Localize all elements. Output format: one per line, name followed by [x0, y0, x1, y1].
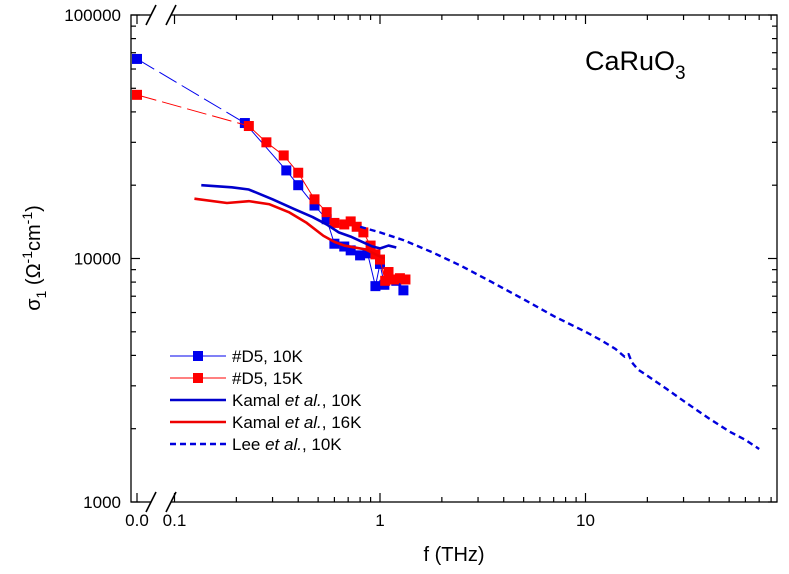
y-tick-label: 1000 — [83, 493, 121, 512]
data-point — [278, 150, 289, 161]
data-point — [321, 207, 332, 218]
data-point — [398, 285, 409, 296]
legend-item: #D5, 15K — [170, 369, 304, 388]
data-point — [329, 217, 340, 228]
data-point — [309, 200, 320, 211]
y-axis-label: σ1 (Ω-1cm-1) — [19, 205, 49, 311]
axis-ticks: 1000 10000 100000 0.0 0.1 1 10 — [64, 6, 777, 530]
data-point — [132, 89, 142, 100]
axis-break-marks — [145, 4, 177, 513]
data-point — [362, 248, 373, 259]
series-line — [194, 197, 385, 260]
series-layer — [132, 53, 760, 451]
y-tick-label: 10000 — [74, 250, 121, 269]
legend-item: Kamal et al., 16K — [170, 413, 362, 432]
data-point — [355, 250, 366, 261]
data-point — [351, 221, 362, 232]
series-connector — [136, 58, 246, 124]
legend-item: #D5, 10K — [170, 347, 304, 366]
data-point — [383, 267, 394, 278]
axis-break-gap — [151, 494, 171, 510]
x-tick-label: 0.1 — [163, 511, 187, 530]
series-line — [201, 183, 397, 250]
legend: #D5, 10K #D5, 15K Kamal et al., 10K Kamal e… — [170, 347, 362, 454]
legend-label: Lee et al., 10K — [232, 435, 342, 454]
series-line — [359, 225, 760, 451]
data-point — [261, 137, 272, 148]
data-point — [293, 180, 304, 191]
data-point — [281, 165, 292, 176]
plot-frame — [130, 14, 778, 503]
x-tick-label: 10 — [576, 511, 595, 530]
data-point — [321, 214, 332, 225]
data-point — [394, 273, 405, 284]
chart-title: CaRuO3 — [585, 46, 686, 84]
data-point — [380, 275, 391, 286]
data-point — [329, 238, 340, 249]
data-point — [358, 227, 369, 238]
data-point — [375, 254, 385, 265]
data-point — [370, 281, 381, 292]
axis-break-slash — [145, 491, 157, 513]
y-tick-label: 100000 — [64, 6, 121, 25]
data-point — [389, 274, 400, 285]
legend-item: Kamal et al., 10K — [170, 391, 362, 410]
x-axis-label: f (THz) — [423, 544, 484, 566]
data-point — [293, 167, 304, 178]
series-connector — [136, 94, 249, 127]
data-point — [400, 274, 411, 285]
data-point — [132, 53, 142, 64]
data-point — [345, 216, 356, 227]
legend-marker — [193, 373, 203, 383]
data-point — [309, 194, 320, 205]
axis-break-slash — [165, 491, 177, 513]
legend-label: #D5, 10K — [232, 347, 304, 366]
axis-break-slash — [165, 4, 177, 26]
data-point — [339, 219, 350, 230]
legend-label: #D5, 15K — [232, 369, 304, 388]
x-tick-label-zero: 0.0 — [125, 511, 149, 530]
axis-break-slash — [145, 4, 157, 26]
legend-label: Kamal et al., 16K — [232, 413, 362, 432]
data-point — [345, 245, 356, 256]
legend-marker — [193, 351, 203, 361]
data-point — [243, 121, 254, 132]
legend-item: Lee et al., 10K — [170, 435, 342, 454]
legend-label: Kamal et al., 10K — [232, 391, 362, 410]
axis-break-gap — [151, 7, 171, 23]
x-tick-label: 1 — [375, 511, 384, 530]
